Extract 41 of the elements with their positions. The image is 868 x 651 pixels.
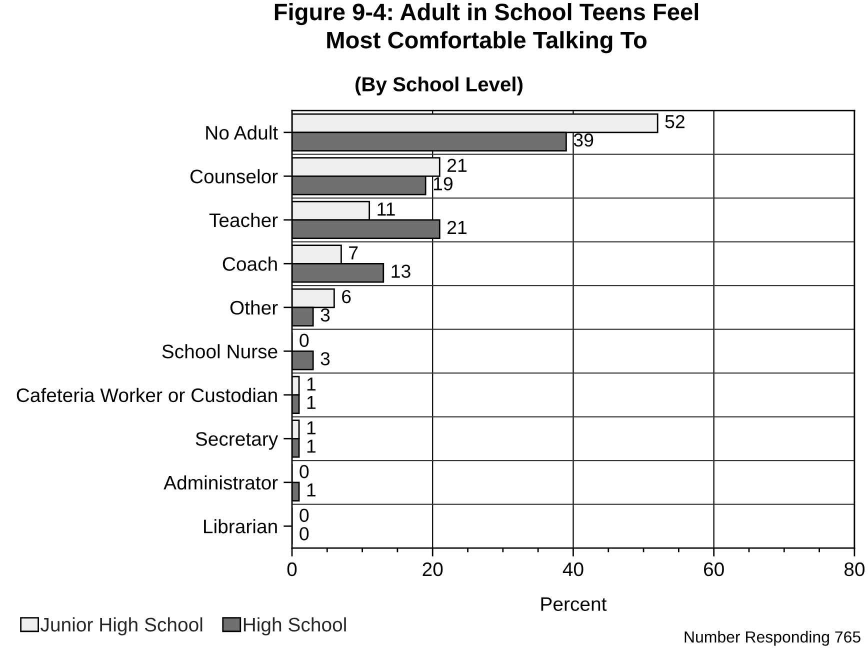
y-tick-label: Cafeteria Worker or Custodian <box>16 388 277 402</box>
y-tick-label: Counselor <box>190 169 278 184</box>
y-tick-label: Other <box>230 300 278 315</box>
data-label: 3 <box>320 308 330 322</box>
y-tick-label: Secretary <box>196 432 278 450</box>
data-label: 1 <box>307 396 316 409</box>
y-tick-label: No Adult <box>206 125 278 140</box>
y-tick-label: Administrator <box>164 475 278 490</box>
data-label: 0 <box>300 464 309 478</box>
text: Number Responding 765 <box>684 630 860 646</box>
data-label: 0 <box>300 508 309 522</box>
x-tick-label: 0 <box>287 562 297 576</box>
chart-subtitle: (By School Level) <box>356 76 522 96</box>
data-label: 52 <box>665 114 684 128</box>
x-axis-title: Percent <box>541 597 607 611</box>
data-label: 0 <box>300 527 309 540</box>
data-label: 0 <box>300 334 309 347</box>
y-tick-label: Coach <box>222 256 277 271</box>
data-label: 19 <box>434 177 452 190</box>
data-label: 6 <box>342 290 351 304</box>
legend-label: High School <box>244 617 346 636</box>
x-tick-label: 80 <box>844 562 865 576</box>
data-label: 21 <box>448 158 467 172</box>
y-tick-label: School Nurse <box>162 344 278 358</box>
data-label: 21 <box>448 220 467 234</box>
x-tick-label: 40 <box>562 562 584 576</box>
data-label: 1 <box>307 421 316 434</box>
y-tick-label: Teacher <box>209 212 278 228</box>
x-tick-label: 60 <box>704 562 724 576</box>
data-label: 7 <box>349 246 358 260</box>
data-label: 1 <box>307 378 316 391</box>
data-label: 39 <box>574 133 594 147</box>
data-label: 3 <box>320 352 330 366</box>
data-label: 1 <box>307 440 316 453</box>
chart-title: Figure 9-4: Adult in School Teens Feel Most Comfortable Talking To <box>274 3 698 54</box>
y-tick-label: Librarian <box>204 519 277 534</box>
legend-label: Junior High School <box>40 617 202 636</box>
x-tick-label: 20 <box>422 562 443 576</box>
data-label: 13 <box>392 264 410 278</box>
data-label: 11 <box>378 202 395 216</box>
data-label: 1 <box>307 484 316 496</box>
